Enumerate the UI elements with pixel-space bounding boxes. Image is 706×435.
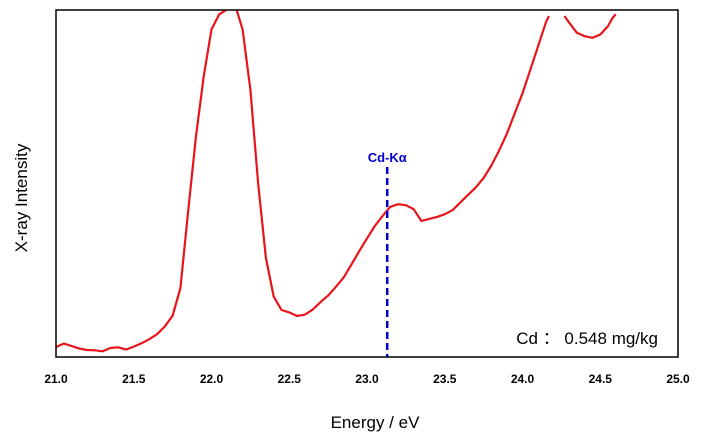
plot-frame <box>55 9 679 358</box>
annotation-label: Cd ： 0.548 mg/kg <box>516 329 658 348</box>
cd-ka-marker-label: Cd-Kα <box>368 150 407 165</box>
x-tick-label: 21.0 <box>44 372 68 386</box>
series-line-1 <box>56 10 550 353</box>
x-tick-label: 25.0 <box>666 372 690 386</box>
x-axis-title: Energy / eV <box>331 413 420 432</box>
x-tick-label: 22.5 <box>278 372 302 386</box>
y-axis-title: X-ray Intensity <box>12 143 31 252</box>
x-ticks: 21.0 21.5 22.0 22.5 23.0 23.5 24.0 24.5 25.0 <box>44 372 690 386</box>
series-line-2 <box>563 13 617 39</box>
x-tick-label: 23.5 <box>433 372 457 386</box>
x-tick-label: 23.0 <box>355 372 379 386</box>
x-tick-label: 21.5 <box>122 372 146 386</box>
x-tick-label: 24.5 <box>589 372 613 386</box>
marker-group: Cd-Kα <box>368 150 407 357</box>
plot-lines <box>56 10 617 353</box>
x-tick-label: 24.0 <box>511 372 535 386</box>
x-tick-label: 22.0 <box>200 372 224 386</box>
